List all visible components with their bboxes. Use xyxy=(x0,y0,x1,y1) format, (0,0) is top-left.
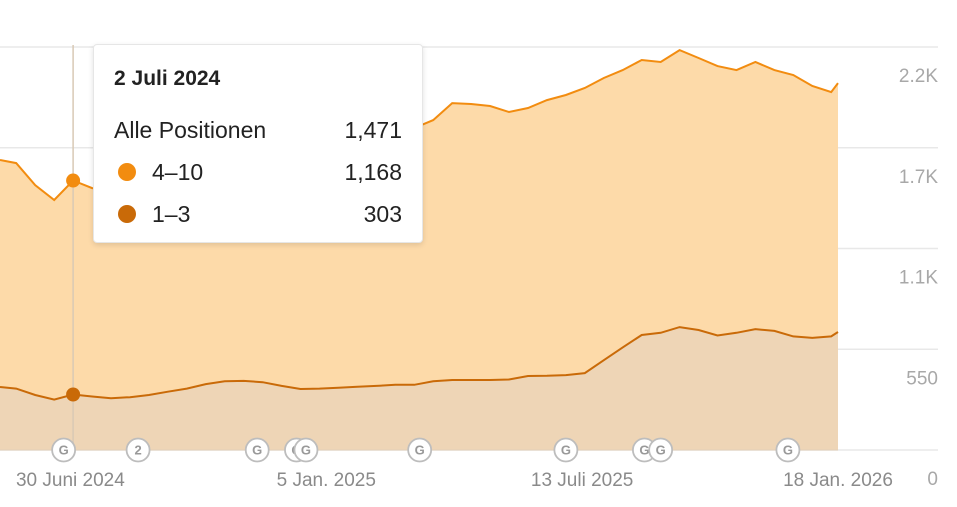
marker-label: G xyxy=(252,442,262,457)
tooltip-total-value: 1,471 xyxy=(344,116,402,143)
marker-label: G xyxy=(783,442,793,457)
x-tick-label: 5 Jan. 2025 xyxy=(277,470,376,491)
tooltip-date: 2 Juli 2024 xyxy=(114,67,221,90)
y-tick-label: 550 xyxy=(906,368,938,389)
annotation-marker: G xyxy=(244,437,270,463)
marker-label: G xyxy=(561,442,571,457)
hover-dot xyxy=(66,173,81,188)
marker-circle xyxy=(125,437,151,463)
tooltip: 2 Juli 2024 Alle Positionen 1,471 4–10 1,1… xyxy=(93,44,423,243)
marker-label: G xyxy=(59,442,69,457)
marker-circle xyxy=(775,437,801,463)
hover-dot xyxy=(66,387,81,402)
tooltip-series-value: 303 xyxy=(363,200,402,227)
tooltip-row: 4–10 1,168 xyxy=(114,151,402,193)
annotation-marker: G xyxy=(51,437,77,463)
y-tick-label: 1.7K xyxy=(899,167,938,188)
marker-circle xyxy=(244,437,270,463)
marker-label: 2 xyxy=(134,442,141,457)
annotation-marker: G xyxy=(293,437,319,463)
marker-circle xyxy=(407,437,433,463)
marker-circle xyxy=(51,437,77,463)
annotation-marker: G xyxy=(553,437,579,463)
marker-label: G xyxy=(301,442,311,457)
x-tick-label: 18 Jan. 2026 xyxy=(783,470,893,491)
y-tick-label: 0 xyxy=(927,469,938,490)
x-tick-label: 30 Juni 2024 xyxy=(16,470,125,491)
marker-circle xyxy=(553,437,579,463)
marker-label: G xyxy=(639,442,649,457)
line xyxy=(0,326,839,401)
tooltip-total-name: Alle Positionen xyxy=(114,116,267,143)
tooltip-series-name: 4–10 xyxy=(152,158,204,185)
y-tick-label: 2.2K xyxy=(899,66,938,87)
annotation-marker: G xyxy=(648,437,674,463)
tooltip-row: 1–3 303 xyxy=(114,193,402,235)
legend-dot xyxy=(118,163,136,181)
legend-dot xyxy=(118,205,136,223)
tooltip-row: Alle Positionen 1,471 xyxy=(114,109,402,151)
marker-circle xyxy=(648,437,674,463)
y-tick-label: 1.1K xyxy=(899,268,938,289)
x-tick-label: 13 Juli 2025 xyxy=(531,470,633,491)
area xyxy=(0,327,838,450)
marker-circle xyxy=(293,437,319,463)
marker-label: G xyxy=(656,442,666,457)
tooltip-series-name: 1–3 xyxy=(152,200,191,227)
tooltip-series-value: 1,168 xyxy=(344,158,402,185)
marker-label: G xyxy=(415,442,425,457)
annotation-marker: 2 xyxy=(125,437,151,463)
annotation-marker: G xyxy=(775,437,801,463)
annotation-marker: G xyxy=(407,437,433,463)
